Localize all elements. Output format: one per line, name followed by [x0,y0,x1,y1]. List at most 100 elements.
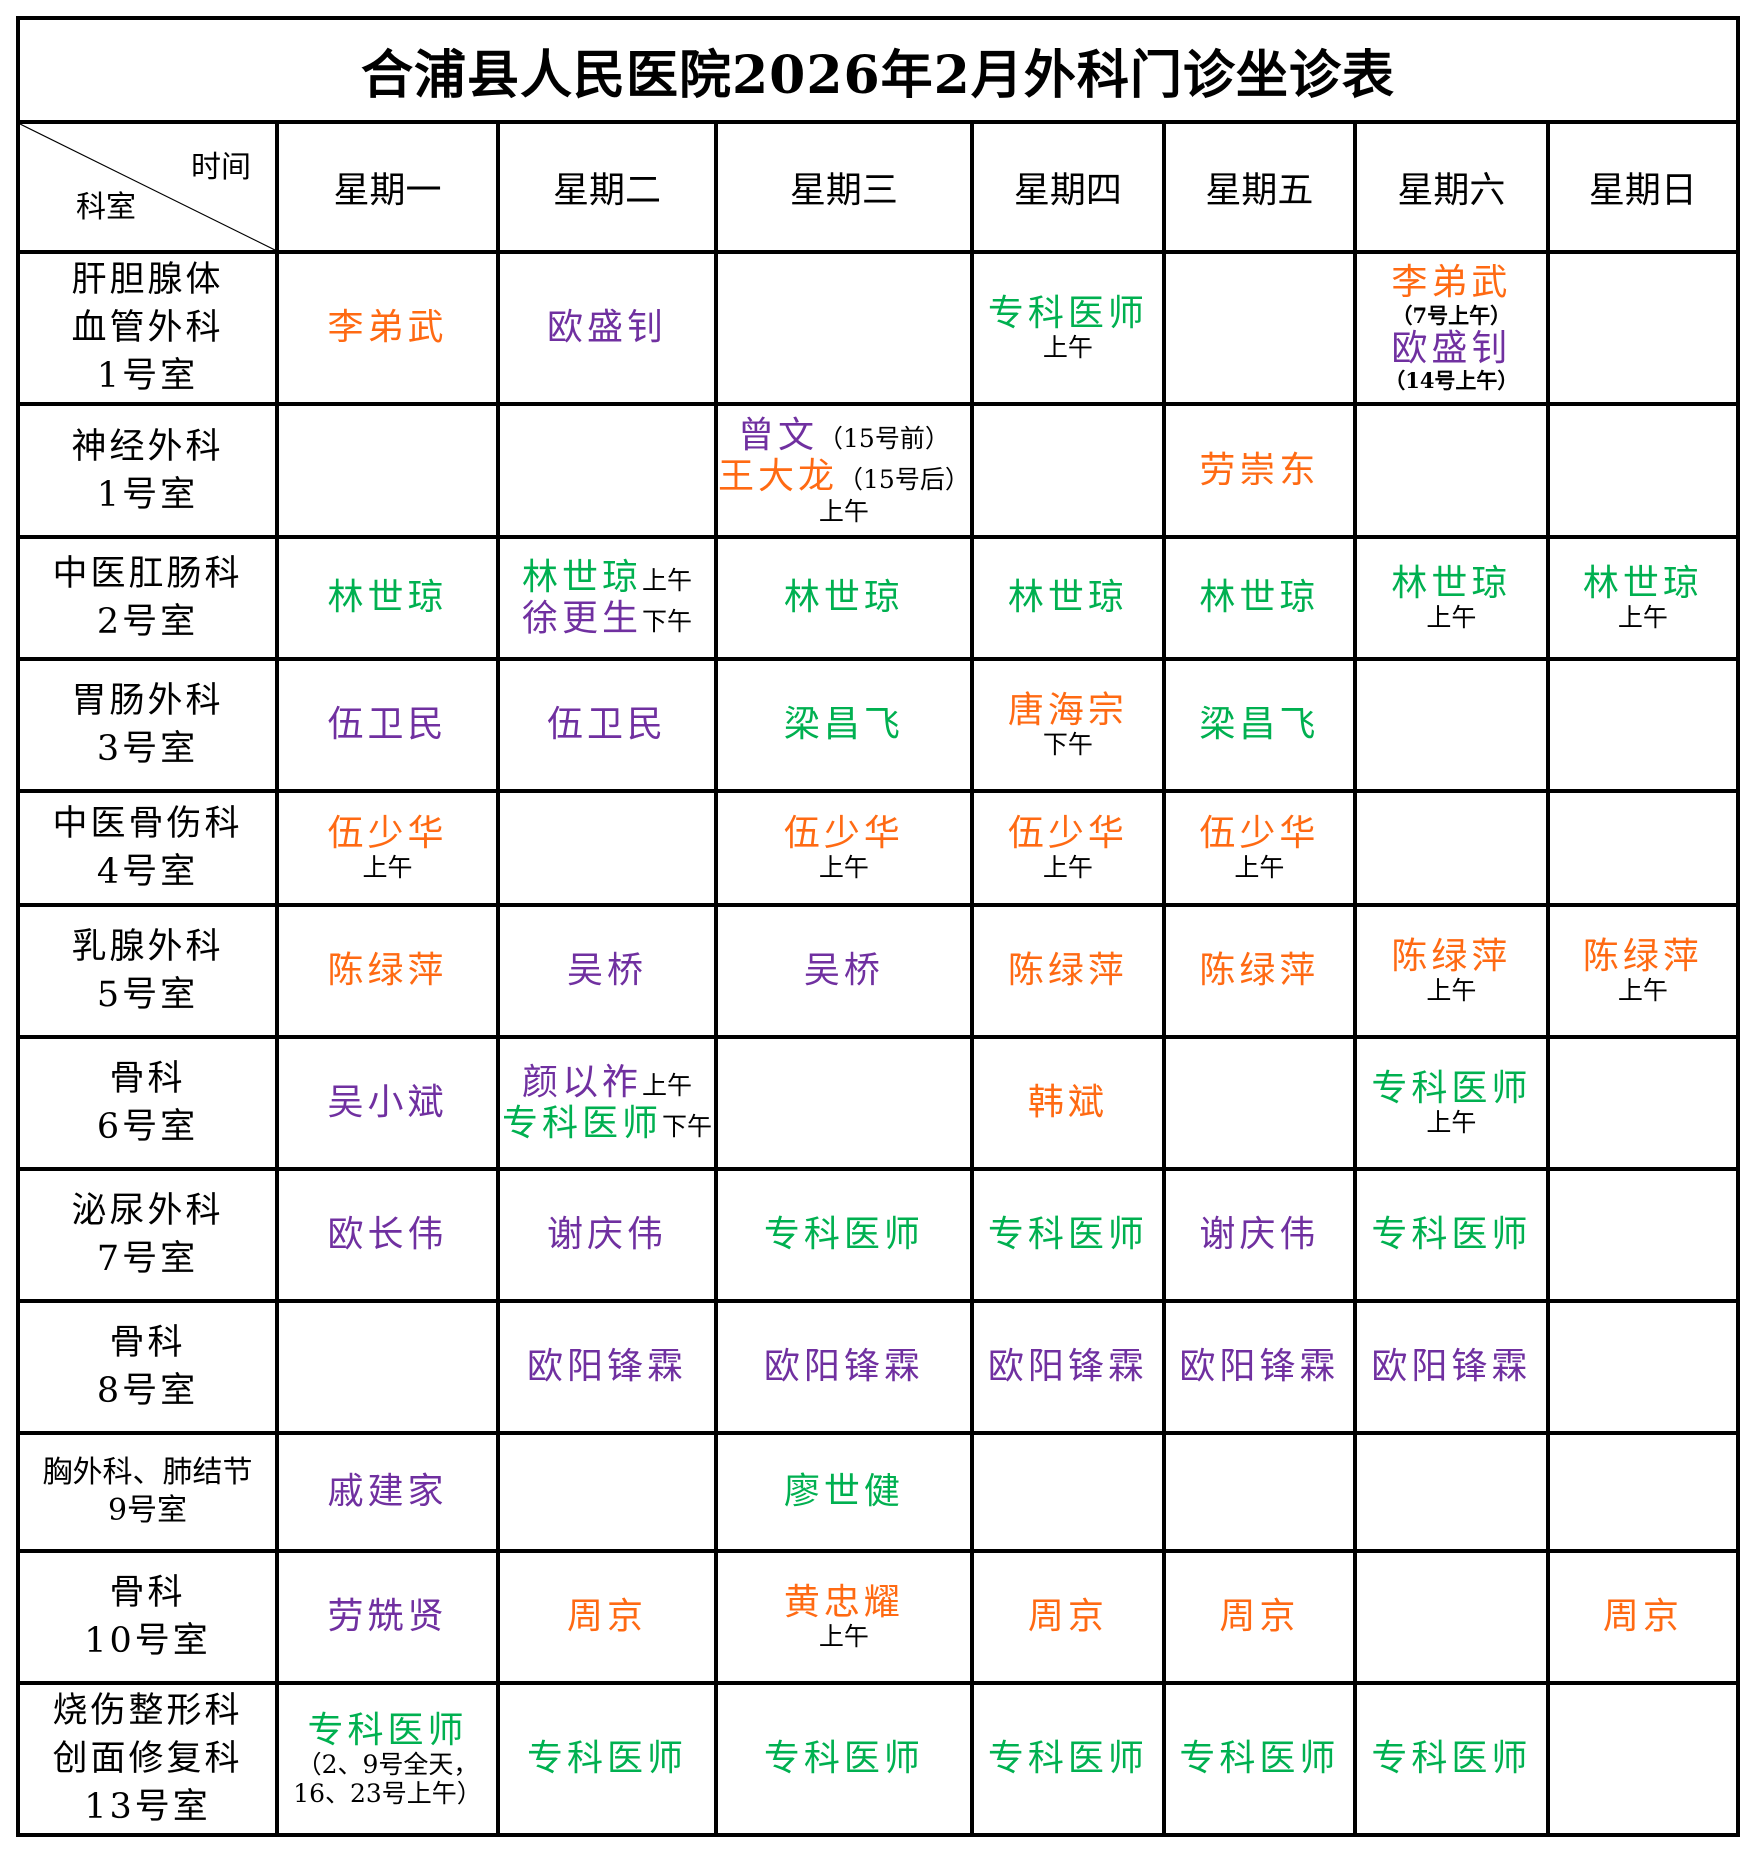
schedule-cell [1545,250,1740,406]
department-line: 13号室 [84,1787,211,1827]
time-note: （7号上午） [1391,302,1512,328]
doctor-name: 伍少华 [1199,812,1320,854]
doctor-name: 戚建家 [327,1471,448,1513]
schedule-cell: 陈绿萍 [1161,903,1357,1039]
doctor-name: 徐更生 [521,598,642,639]
cell-line: 陈绿萍 [974,950,1162,991]
schedule-cell: 黄忠耀 上午 [714,1549,974,1685]
schedule-cell: 周京 [969,1549,1166,1685]
cell-line: 专科医师 [500,1738,714,1779]
doctor-name: 专科医师 [987,292,1148,334]
schedule-cell [969,1431,1166,1553]
department-line: 骨科 [109,1323,186,1363]
schedule-cell [1352,1431,1550,1553]
department-line: 4号室 [96,852,199,892]
department-cell: 烧伤整形科 创面修复科 13号室 [16,1681,279,1837]
cell-line: 梁昌飞 [718,704,970,745]
schedule-cell: 林世琼 [969,535,1166,661]
schedule-cell: 陈绿萍 上午 [1352,903,1550,1039]
time-note: 上午 [1042,333,1093,363]
department-line: 泌尿外科 [71,1191,224,1231]
doctor-name: 陈绿萍 [1199,950,1320,992]
doctor-name: 林世琼 [521,556,642,598]
cell-line: 专科医师 [718,1214,970,1255]
doctor-name: 唐海宗 [1007,689,1128,731]
time-note: 上午 [1426,603,1477,633]
schedule-cell: 伍少华 上午 [275,789,500,907]
schedule-cell: 周京 [1161,1549,1357,1685]
schedule-cell: 林世琼 上午 [1352,535,1550,661]
cell-line: 欧阳锋霖 [1166,1346,1353,1387]
cell-line: 吴桥 [500,950,714,991]
department-line: 创面修复科 [52,1739,243,1779]
cell-line: 梁昌飞 [1166,704,1353,745]
doctor-name: 吴桥 [803,950,884,992]
cell-line: 专科医师下午 [500,1103,714,1144]
schedule-cell: 李弟武 （7号上午） 欧盛钊 （14号上午） [1352,250,1550,406]
doctor-name: 林世琼 [783,577,904,619]
cell-line: 戚建家 [279,1471,496,1512]
department-line: 1号室 [96,356,199,396]
department-line: 骨科 [109,1573,186,1613]
schedule-cell: 林世琼 [1161,535,1357,661]
schedule-cell [1545,789,1740,907]
doctor-name: 廖世健 [783,1471,904,1513]
doctor-name: 梁昌飞 [1199,704,1320,746]
cell-line: 专科医师 [279,1710,496,1751]
schedule-cell: 专科医师 [714,1167,974,1303]
cell-line: 专科医师 [1357,1068,1546,1109]
cell-line: 伍少华 [1166,813,1353,854]
department-line: 1号室 [96,474,199,515]
doctor-name: 欧长伟 [327,1214,448,1256]
table-row: 神经外科 1号室 曾文（15号前） 王大龙（15号后） 上午 劳崇东 [16,402,1740,539]
schedule-cell [1161,250,1357,406]
doctor-name: 韩斌 [1027,1082,1108,1124]
cell-line: 陈绿萍 [279,950,496,991]
schedule-cell: 专科医师 [1352,1681,1550,1837]
schedule-cell: 专科医师 [1352,1167,1550,1303]
department-line: 胃肠外科 [71,681,224,721]
department-cell: 泌尿外科 7号室 [16,1167,279,1303]
table-row: 烧伤整形科 创面修复科 13号室 专科医师 （2、9号全天， 16、23号上午） 专科医师专… [16,1681,1740,1837]
cell-line: 周京 [974,1596,1162,1637]
schedule-cell: 颜以祚上午 专科医师下午 [496,1035,718,1171]
cell-line: 林世琼 [1550,563,1736,604]
time-note: （15号后） [838,465,970,495]
schedule-cell [496,789,718,907]
doctor-name: 陈绿萍 [1007,950,1128,992]
time-note: 上午 [1617,976,1668,1006]
time-note: 上午 [1426,1108,1477,1138]
schedule-cell [1545,1167,1740,1303]
cell-line: 王大龙（15号后） [718,456,970,497]
cell-line: （7号上午） [1357,302,1546,328]
time-note: （14号上午） [1384,368,1519,394]
doctor-name: 吴小斌 [327,1082,448,1124]
corner-cell: 时间 科室 [16,120,279,254]
department-line: 6号室 [96,1107,199,1147]
time-note: 下午 [1042,730,1093,760]
doctor-name: 梁昌飞 [783,704,904,746]
day-header: 星期一 [275,120,500,254]
cell-line: 上午 [1357,976,1546,1006]
doctor-name: 专科医师 [987,1738,1148,1780]
cell-line: 上午 [1357,1108,1546,1138]
doctor-name: 陈绿萍 [1391,935,1512,977]
cell-line: 上午 [718,1622,970,1652]
schedule-cell: 戚建家 [275,1431,500,1553]
department-cell: 乳腺外科 5号室 [16,903,279,1039]
time-note: 上午 [818,1622,869,1652]
schedule-cell: 伍卫民 [496,657,718,793]
doctor-name: 王大龙 [718,456,839,498]
cell-line: （14号上午） [1357,369,1546,393]
doctor-name: 周京 [1027,1596,1108,1638]
department-line: 中医骨伤科 [52,804,243,844]
schedule-cell: 欧阳锋霖 [1161,1299,1357,1435]
department-line: 8号室 [96,1371,199,1411]
doctor-name: 欧阳锋霖 [526,1346,687,1388]
time-note: 上午 [818,853,869,883]
schedule-cell [1352,1549,1550,1685]
schedule-cell [1161,1431,1357,1553]
time-note: 上午 [818,496,869,526]
cell-line: 欧阳锋霖 [500,1346,714,1387]
doctor-name: 吴桥 [566,950,647,992]
